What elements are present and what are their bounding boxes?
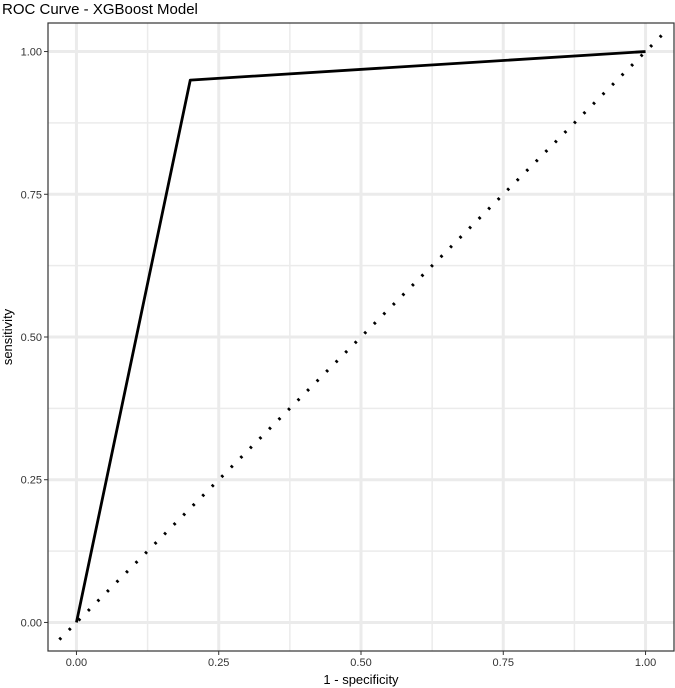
y-tick-label: 0.50 (21, 332, 42, 344)
x-axis: 0.00 0.25 0.50 0.75 1.00 (66, 651, 656, 669)
roc-curve-line (75, 50, 646, 623)
grid-major (48, 23, 674, 651)
x-tick-label: 0.50 (350, 657, 371, 669)
y-tick-label: 0.00 (21, 617, 42, 629)
x-tick-label: 0.00 (66, 657, 87, 669)
y-tick-label: 0.75 (21, 189, 42, 201)
x-axis-title: 1 - specificity (323, 672, 399, 687)
series-layer (58, 33, 664, 641)
y-tick-label: 1.00 (21, 47, 42, 59)
x-tick-label: 0.75 (493, 657, 514, 669)
y-axis-title: sensitivity (0, 308, 15, 365)
chart-title: ROC Curve - XGBoost Model (2, 1, 198, 18)
x-tick-label: 1.00 (635, 657, 656, 669)
y-tick-label: 0.25 (21, 475, 42, 487)
x-tick-label: 0.25 (208, 657, 229, 669)
y-axis: 0.00 0.25 0.50 0.75 1.00 (21, 47, 48, 629)
